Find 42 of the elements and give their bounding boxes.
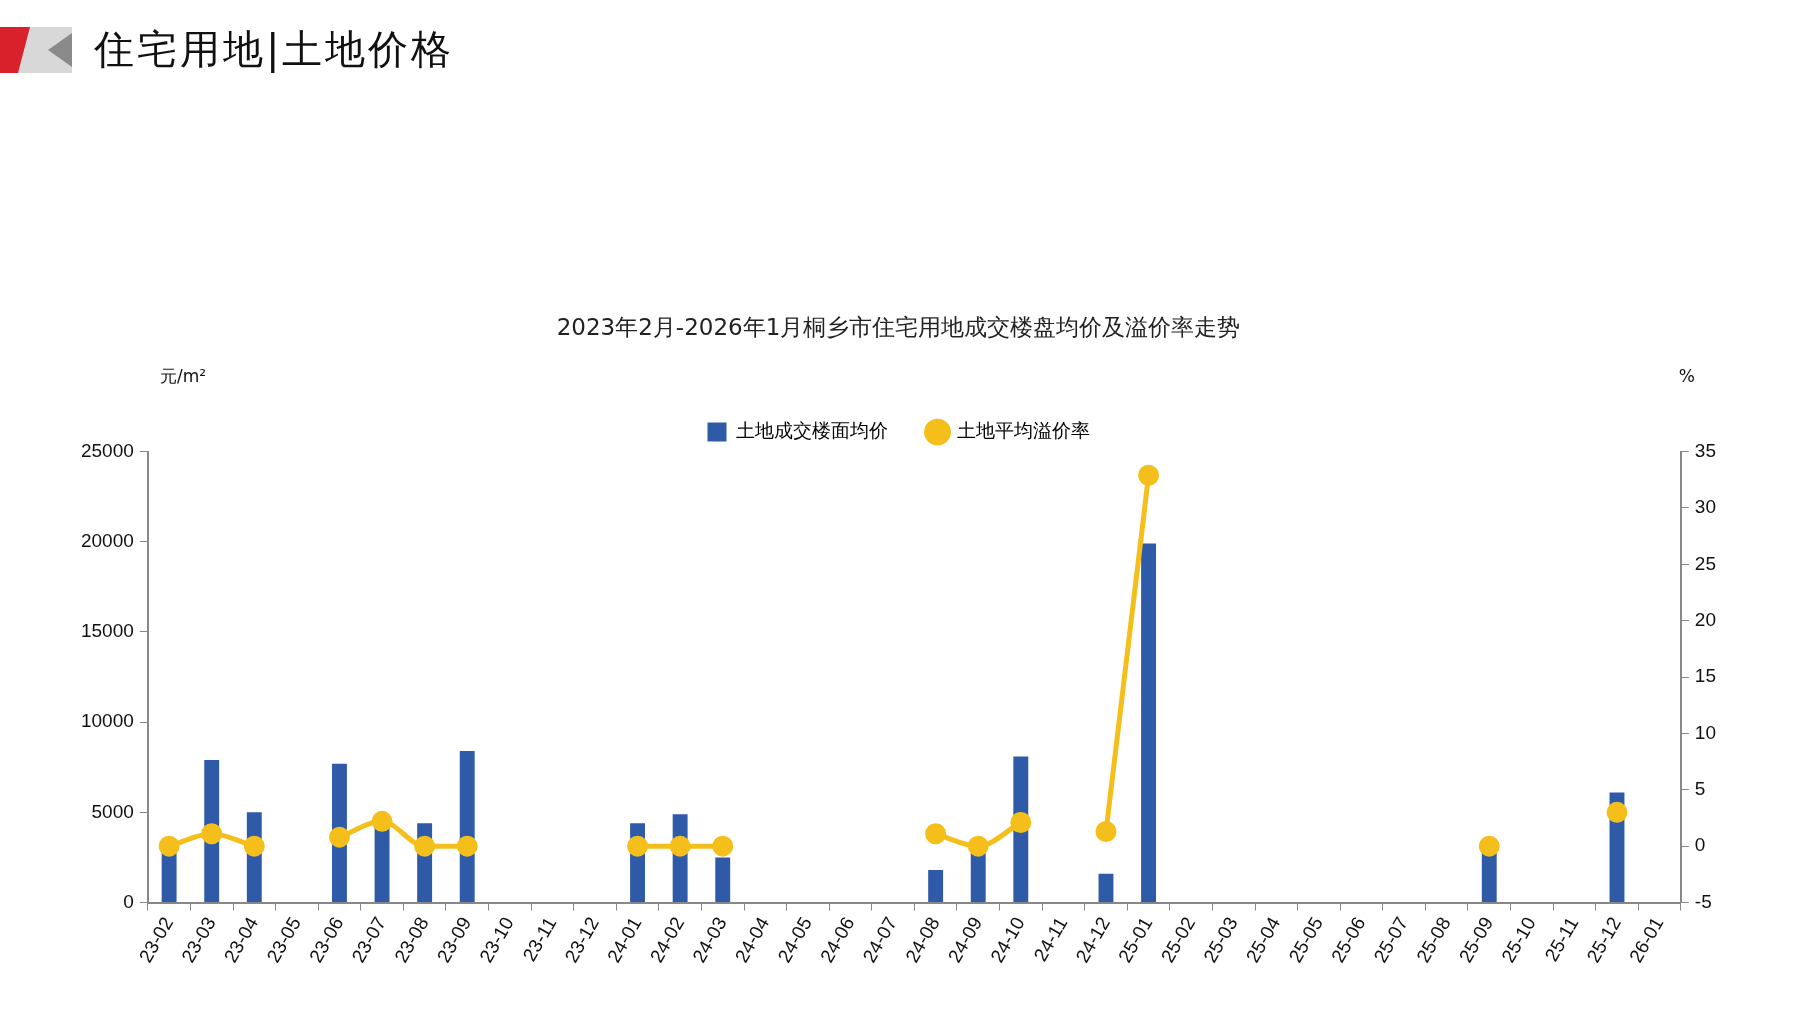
y2-tick-label: 0 (1694, 834, 1706, 856)
y2-tick-label: 20 (1694, 608, 1717, 630)
point (1478, 835, 1500, 857)
y2-tick-label: 30 (1694, 496, 1717, 518)
point (371, 810, 393, 832)
point (1606, 801, 1628, 823)
y2-tick-label: 5 (1694, 778, 1706, 800)
bar (1098, 873, 1114, 903)
chart-subtitle: 2023年2月-2026年1月桐乡市住宅用地成交楼盘均价及溢价率走势 (556, 313, 1241, 340)
point (669, 835, 691, 857)
point (1095, 821, 1117, 842)
point (1138, 464, 1160, 486)
y-tick-label: 5000 (91, 800, 134, 822)
point (925, 823, 947, 845)
point (967, 835, 989, 857)
y2-tick-label: 15 (1694, 665, 1717, 687)
y-axis-title: 元/m² (160, 365, 207, 386)
point (1010, 811, 1032, 833)
point (456, 835, 478, 857)
bar (715, 857, 731, 903)
y2-axis-title: % (1678, 365, 1695, 386)
y2-tick-label: -5 (1694, 890, 1712, 912)
y-tick-label: 10000 (80, 710, 134, 732)
legend-label: 土地平均溢价率 (956, 419, 1090, 442)
y2-tick-label: 25 (1694, 552, 1717, 574)
y2-tick-label: 35 (1694, 439, 1717, 461)
y2-tick-label: 10 (1694, 721, 1717, 743)
bar (1141, 543, 1157, 903)
point (243, 835, 265, 857)
y-tick-label: 0 (123, 890, 134, 912)
point (712, 835, 734, 857)
y-tick-label: 15000 (80, 620, 134, 642)
chart-title: 住宅用地|土地价格 (94, 25, 455, 75)
bar (928, 870, 944, 903)
point (627, 835, 649, 857)
point (158, 835, 180, 857)
point (201, 823, 223, 845)
legend-label: 土地成交楼面均价 (736, 419, 888, 442)
point (414, 835, 436, 857)
point (328, 826, 350, 848)
y-tick-label: 25000 (80, 439, 134, 461)
y-tick-label: 20000 (80, 530, 134, 552)
